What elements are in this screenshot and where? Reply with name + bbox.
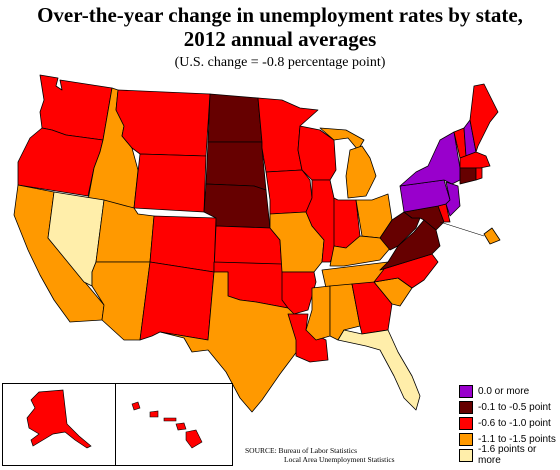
state-RI (475, 167, 483, 181)
state-NC (373, 253, 439, 289)
state-AK (26, 389, 92, 449)
legend-swatch (459, 400, 473, 414)
legend-label: -1.6 points or more (478, 444, 537, 466)
state-IL (305, 179, 339, 263)
state-HI-oahu (149, 410, 159, 418)
source-line-2: Local Area Unemployment Statistics (284, 455, 395, 464)
alaska-inset (2, 383, 117, 466)
legend-item: -0.6 to -1.0 point (459, 415, 559, 431)
legend-label: -0.1 to -0.5 point (478, 401, 551, 413)
legend-swatch (459, 416, 473, 430)
state-AR (281, 271, 317, 315)
state-MT (115, 89, 211, 157)
state-CT (459, 167, 477, 185)
state-FL (337, 329, 421, 411)
legend-swatch (459, 432, 473, 446)
state-HI-maui (175, 422, 187, 431)
legend-item: -1.1 to -1.5 points (459, 431, 559, 447)
legend-label: -0.6 to -1.0 point (478, 417, 551, 429)
legend-label: -1.1 to -1.5 points (478, 433, 556, 445)
legend-item: -0.1 to -0.5 point (459, 399, 559, 415)
state-SD (205, 141, 267, 191)
hawaii-inset (115, 383, 233, 466)
source-note: SOURCE: Bureau of Labor Statistics Local… (245, 446, 395, 464)
legend-swatch (459, 384, 473, 398)
state-HI-molokai (163, 417, 177, 422)
state-WY (133, 153, 207, 213)
map-subtitle: (U.S. change = -0.8 percentage point) (174, 55, 386, 70)
state-OR (17, 127, 104, 197)
state-TX (159, 271, 299, 413)
title-line-1: Over-the-year change in unemployment rat… (37, 3, 523, 27)
legend-item: 0.0 or more (459, 383, 559, 399)
legend-item: -1.6 points or more (459, 444, 559, 466)
state-NJ (445, 181, 461, 217)
state-HI-kauai (131, 401, 141, 411)
state-DC (483, 227, 501, 245)
state-HI-big (185, 429, 203, 449)
state-NY (399, 131, 461, 187)
state-ME (469, 83, 499, 153)
state-IA (265, 169, 313, 215)
source-line-1: SOURCE: Bureau of Labor Statistics (245, 446, 358, 455)
legend: 0.0 or more -0.1 to -0.5 point -0.6 to -1.… (459, 383, 559, 466)
legend-swatch (459, 448, 473, 462)
state-NM (139, 261, 215, 341)
state-ND (207, 93, 263, 143)
legend-label: 0.0 or more (478, 385, 530, 397)
title-line-2: 2012 annual averages (183, 27, 377, 51)
state-UT (95, 199, 155, 263)
map-title: Over-the-year change in unemployment rat… (0, 3, 560, 51)
state-MI2 (345, 145, 377, 199)
state-LA (287, 313, 329, 363)
